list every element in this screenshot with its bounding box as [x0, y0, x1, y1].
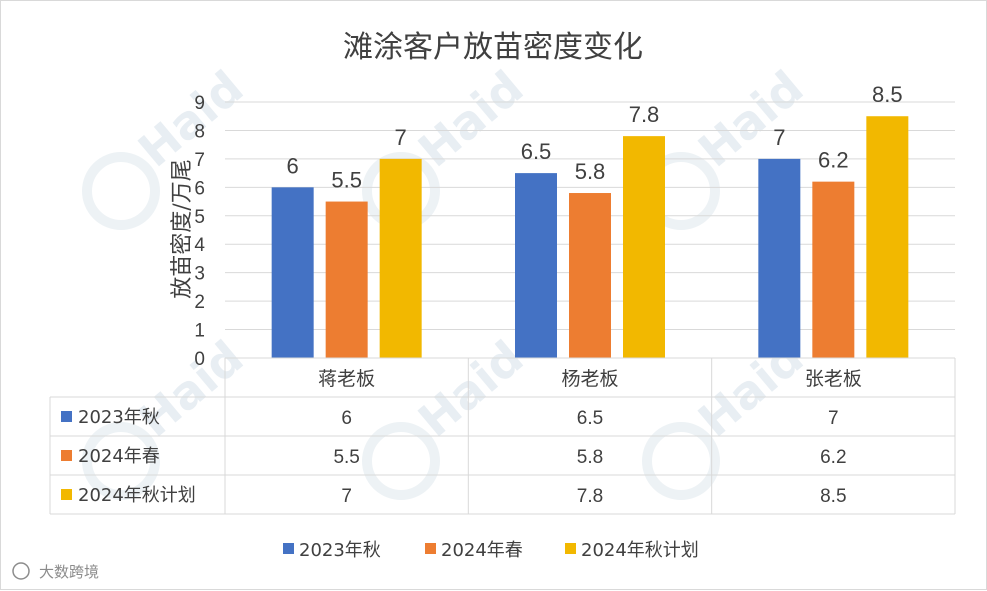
y-tick-label: 4	[194, 235, 205, 256]
data-label: 7	[395, 125, 407, 150]
y-axis-label: 放苗密度/万尾	[170, 159, 195, 298]
watermark-corner-text: 大数跨境	[39, 563, 99, 581]
bars	[271, 116, 909, 358]
data-label: 6.5	[521, 139, 552, 164]
chart-title: 滩涂客户放苗密度变化	[343, 30, 643, 65]
y-tick-label: 8	[194, 121, 205, 142]
data-label: 7	[773, 125, 785, 150]
watermark-logo-icon	[362, 422, 440, 500]
table-cell: 6.5	[577, 408, 603, 429]
table-cell: 7	[828, 408, 839, 429]
table-row-label: 2024年春	[78, 446, 160, 467]
y-tick-label: 7	[194, 150, 205, 171]
y-axis-ticks: 0 1 2 3 4 5 6 7 8 9	[194, 93, 205, 370]
table-cell: 6	[341, 408, 352, 429]
y-tick-label: 1	[194, 321, 205, 342]
bar	[569, 193, 611, 358]
category-label: 蒋老板	[318, 368, 375, 390]
table-cell: 8.5	[820, 486, 846, 507]
category-label: 张老板	[805, 368, 862, 390]
y-tick-label: 5	[194, 207, 205, 228]
watermark-logo-icon	[12, 562, 30, 580]
data-label: 8.5	[872, 82, 903, 107]
table-cell: 6.2	[820, 447, 846, 468]
bar	[325, 201, 368, 358]
category-label: 杨老板	[561, 368, 618, 390]
bar	[758, 158, 801, 358]
table-cell: 5.5	[333, 447, 359, 468]
watermark-brand-text: Haid	[408, 330, 533, 447]
data-table: 蒋老板 杨老板 张老板 2023年秋 6 6.5 7 2024年春 5.5 5.8 6.2 2024年…	[49, 357, 956, 515]
bar	[379, 158, 422, 358]
data-label: 6.2	[818, 148, 849, 173]
legend-key	[425, 543, 436, 554]
y-tick-label: 2	[194, 292, 205, 313]
table-cell: 7.8	[577, 486, 603, 507]
bar	[271, 187, 314, 358]
legend-key	[565, 543, 576, 554]
watermark-brand-text: Haid	[128, 330, 253, 447]
table-row-label: 2023年秋	[78, 407, 160, 428]
bar	[866, 116, 909, 358]
watermark-brand-text: Haid	[408, 60, 533, 177]
legend-key	[283, 543, 294, 554]
table-legend-key	[61, 489, 72, 500]
data-labels: 6 5.5 7 6.5 5.8 7.8 7 6.2 8.5	[287, 82, 903, 192]
legend: 2023年秋 2024年春 2024年秋计划	[283, 540, 699, 561]
y-tick-label: 0	[194, 349, 205, 370]
table-legend-key	[61, 450, 72, 461]
data-label: 6	[287, 153, 299, 178]
watermark-logo-icon	[82, 152, 160, 230]
legend-label: 2024年秋计划	[581, 540, 699, 561]
bar	[515, 173, 557, 358]
table-cell: 7	[341, 486, 352, 507]
data-label: 5.8	[575, 159, 606, 184]
bar	[623, 136, 665, 358]
watermark-logo-icon	[642, 422, 720, 500]
y-tick-label: 9	[194, 93, 205, 114]
bar	[812, 181, 855, 358]
table-row-label: 2024年秋计划	[78, 485, 196, 506]
table-legend-key	[61, 411, 72, 422]
watermark-logo-icon	[82, 422, 160, 500]
table-cell: 5.8	[577, 447, 603, 468]
legend-label: 2024年春	[441, 540, 523, 561]
corner-watermark: 大数跨境	[12, 562, 99, 581]
y-tick-label: 3	[194, 264, 205, 285]
data-label: 5.5	[331, 168, 362, 193]
y-tick-label: 6	[194, 178, 205, 199]
data-label: 7.8	[629, 102, 660, 127]
legend-label: 2023年秋	[299, 540, 381, 561]
